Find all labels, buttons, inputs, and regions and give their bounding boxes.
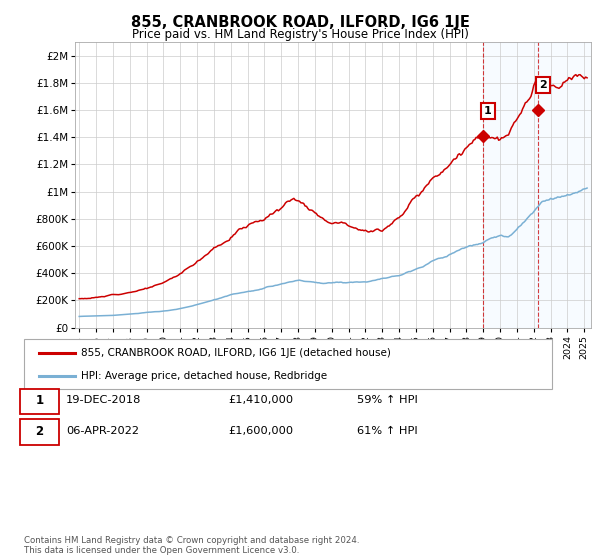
Text: Price paid vs. HM Land Registry's House Price Index (HPI): Price paid vs. HM Land Registry's House … bbox=[131, 28, 469, 41]
Text: 855, CRANBROOK ROAD, ILFORD, IG6 1JE: 855, CRANBROOK ROAD, ILFORD, IG6 1JE bbox=[131, 15, 469, 30]
Text: 2: 2 bbox=[35, 424, 44, 438]
Bar bbox=[538, 42, 600, 328]
Text: £1,410,000: £1,410,000 bbox=[228, 395, 293, 405]
Text: This data is licensed under the Open Government Licence v3.0.: This data is licensed under the Open Gov… bbox=[24, 547, 299, 556]
Text: 1: 1 bbox=[35, 394, 44, 407]
Text: 06-APR-2022: 06-APR-2022 bbox=[66, 426, 139, 436]
Text: 1: 1 bbox=[484, 106, 491, 116]
Text: 855, CRANBROOK ROAD, ILFORD, IG6 1JE (detached house): 855, CRANBROOK ROAD, ILFORD, IG6 1JE (de… bbox=[81, 348, 391, 358]
Text: HPI: Average price, detached house, Redbridge: HPI: Average price, detached house, Redb… bbox=[81, 371, 327, 381]
Text: £1,600,000: £1,600,000 bbox=[228, 426, 293, 436]
Text: 19-DEC-2018: 19-DEC-2018 bbox=[66, 395, 142, 405]
Text: Contains HM Land Registry data © Crown copyright and database right 2024.: Contains HM Land Registry data © Crown c… bbox=[24, 536, 359, 545]
Text: 2: 2 bbox=[539, 80, 547, 90]
Bar bbox=[483, 42, 538, 328]
Text: 61% ↑ HPI: 61% ↑ HPI bbox=[357, 426, 418, 436]
Text: 59% ↑ HPI: 59% ↑ HPI bbox=[357, 395, 418, 405]
